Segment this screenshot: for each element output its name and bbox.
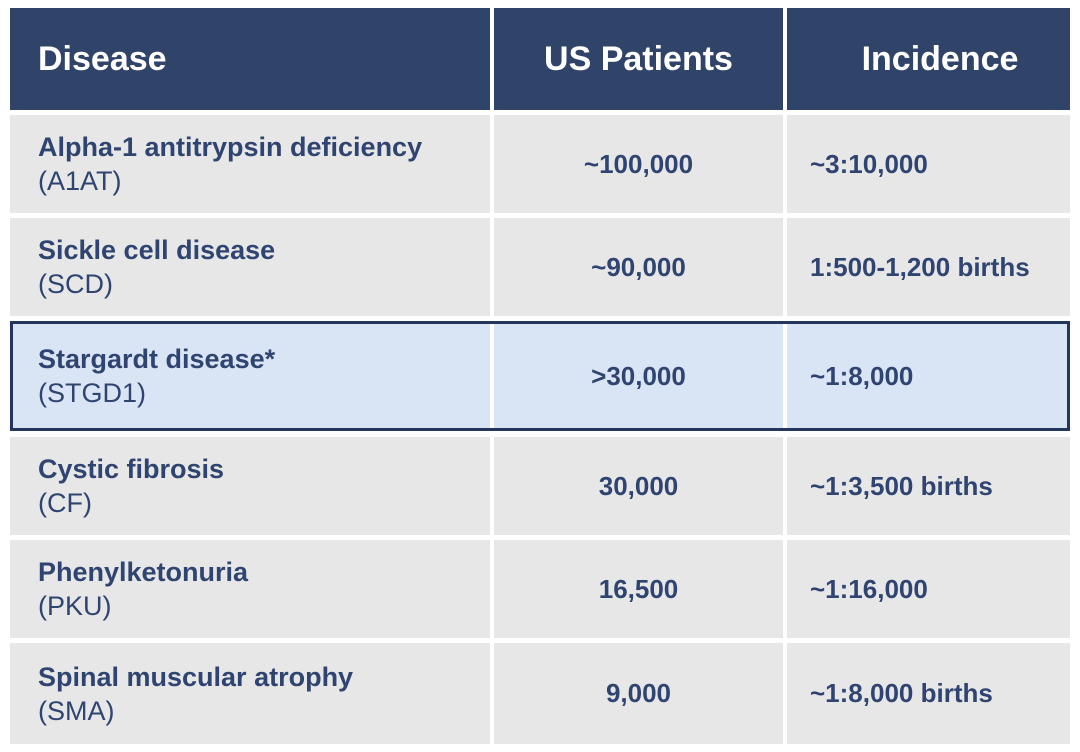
disease-abbreviation: (A1AT) xyxy=(38,166,122,196)
column-header-incidence: Incidence xyxy=(861,39,1019,78)
header-cell-incidence: Incidence xyxy=(787,8,1070,110)
us-patients-value: 16,500 xyxy=(598,573,679,604)
disease-cell: Sickle cell disease (SCD) xyxy=(10,218,490,316)
disease-name: Spinal muscular atrophy xyxy=(38,661,354,692)
disease-name: Sickle cell disease xyxy=(38,235,276,265)
table-row-scd: Sickle cell disease (SCD) ~90,000 1:500-… xyxy=(10,218,1070,316)
us-patients-cell: 9,000 xyxy=(494,643,783,744)
incidence-cell: ~1:16,000 xyxy=(787,540,1070,638)
us-patients-cell: 30,000 xyxy=(494,437,783,535)
header-cell-disease: Disease xyxy=(10,8,490,110)
disease-name: Stargardt disease* xyxy=(38,344,276,374)
incidence-cell: ~1:3,500 births xyxy=(787,437,1070,535)
us-patients-cell: ~90,000 xyxy=(494,218,783,316)
us-patients-value: >30,000 xyxy=(591,360,686,391)
us-patients-cell: 16,500 xyxy=(494,540,783,638)
disease-name: Phenylketonuria xyxy=(38,557,249,587)
incidence-cell: 1:500-1,200 births xyxy=(787,218,1070,316)
incidence-cell: ~3:10,000 xyxy=(787,115,1070,213)
table-row-cf: Cystic fibrosis (CF) 30,000 ~1:3,500 bir… xyxy=(10,437,1070,535)
table-row-pku: Phenylketonuria (PKU) 16,500 ~1:16,000 xyxy=(10,540,1070,638)
incidence-cell: ~1:8,000 xyxy=(787,321,1070,431)
us-patients-value: 30,000 xyxy=(598,470,679,501)
incidence-value: ~1:8,000 births xyxy=(810,678,993,708)
table-row-stgd1-highlighted: Stargardt disease* (STGD1) >30,000 ~1:8,… xyxy=(10,321,1070,431)
disease-cell: Spinal muscular atrophy (SMA) xyxy=(10,643,490,744)
column-header-disease: Disease xyxy=(38,39,167,78)
incidence-value: ~1:3,500 births xyxy=(810,470,993,501)
incidence-value: ~1:16,000 xyxy=(810,573,928,604)
disease-abbreviation: (CF) xyxy=(38,488,92,518)
us-patients-cell: ~100,000 xyxy=(494,115,783,213)
incidence-value: 1:500-1,200 births xyxy=(810,251,1030,282)
table-row-a1at: Alpha-1 antitrypsin deficiency (A1AT) ~1… xyxy=(10,115,1070,213)
incidence-value: ~3:10,000 xyxy=(810,148,928,179)
disease-table: Disease US Patients Incidence Alpha-1 an… xyxy=(10,8,1070,744)
us-patients-value: ~90,000 xyxy=(591,251,686,282)
disease-cell: Alpha-1 antitrypsin deficiency (A1AT) xyxy=(10,115,490,213)
header-cell-us-patients: US Patients xyxy=(494,8,783,110)
table-row-sma: Spinal muscular atrophy (SMA) 9,000 ~1:8… xyxy=(10,643,1070,744)
column-header-us-patients: US Patients xyxy=(544,39,733,78)
disease-abbreviation: (SMA) xyxy=(38,695,115,726)
disease-name: Alpha-1 antitrypsin deficiency xyxy=(38,132,423,162)
disease-cell: Cystic fibrosis (CF) xyxy=(10,437,490,535)
incidence-cell: ~1:8,000 births xyxy=(787,643,1070,744)
disease-name: Cystic fibrosis xyxy=(38,454,225,484)
disease-cell: Phenylketonuria (PKU) xyxy=(10,540,490,638)
us-patients-value: ~100,000 xyxy=(583,148,694,179)
disease-cell: Stargardt disease* (STGD1) xyxy=(10,321,490,431)
us-patients-cell: >30,000 xyxy=(494,321,783,431)
incidence-value: ~1:8,000 xyxy=(810,360,914,391)
disease-abbreviation: (SCD) xyxy=(38,269,113,299)
us-patients-value: 9,000 xyxy=(605,678,672,708)
disease-abbreviation: (STGD1) xyxy=(38,378,146,408)
disease-abbreviation: (PKU) xyxy=(38,591,112,621)
table-header-row: Disease US Patients Incidence xyxy=(10,8,1070,110)
